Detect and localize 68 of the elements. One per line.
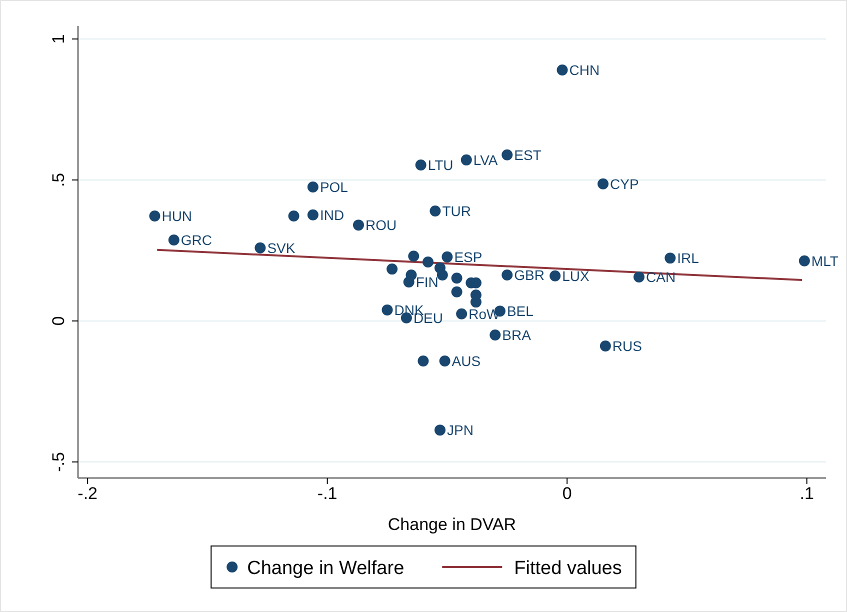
annotation: TUR [442,202,471,219]
point [408,250,420,262]
point [149,210,160,222]
point [168,234,180,246]
annotation: BEL [506,303,534,320]
annotation: HUN [162,208,192,224]
annotation: CYP [610,176,639,192]
annotation: AUS [452,352,481,369]
point [600,340,611,352]
point [307,209,318,220]
point [403,276,414,288]
annotation: LTU [428,157,454,174]
point [436,269,448,280]
point [502,269,513,280]
point [556,64,568,76]
y-tick-label: .5 [49,172,68,188]
point [422,256,434,268]
annotation: JPN [447,422,474,438]
annotation: GRC [180,232,212,248]
x-tick-label: -.1 [317,484,338,504]
annotation: RUS [612,338,642,354]
point [353,220,364,231]
annotation: POL [320,179,348,196]
annotation: IND [320,206,344,223]
point [430,205,441,216]
point [254,242,266,254]
point [470,296,482,308]
annotation: FIN [416,274,438,290]
point [456,308,468,320]
point [434,424,446,436]
annotation: IRL [677,250,700,266]
y-tick-label: 0 [49,316,68,326]
point [550,270,561,282]
x-axis-title: Change in DVAR [388,515,516,534]
annotation: SVK [267,240,296,256]
point [418,355,429,366]
annotation: LUX [562,268,590,284]
annotation: ROU [366,217,397,234]
point [598,178,609,190]
point [442,251,453,262]
point [451,272,462,284]
point [460,154,472,166]
point [288,210,300,222]
annotation: EST [514,146,542,163]
annotation: LVA [473,152,498,168]
point [382,304,393,316]
x-tick-label: .1 [800,484,814,504]
y-tick-label: 1 [49,34,68,44]
point [415,160,426,170]
annotation: CHN [569,62,600,78]
point [451,286,462,298]
legend-label: Fitted values [514,558,622,579]
annotation: MLT [811,252,839,269]
point [490,330,501,341]
point [664,252,676,264]
x-tick-label: 0 [562,484,572,504]
point [386,264,398,275]
x-tick-label: -.2 [78,484,98,504]
point [798,255,810,266]
annotation: GBR [514,266,544,283]
point [634,271,644,282]
y-tick-label: -.5 [49,452,68,472]
annotation: ESP [454,248,482,265]
legend-label: Change in Welfare [247,558,404,579]
point [439,355,450,366]
point [307,182,318,192]
annotation: BRA [502,327,532,344]
point [502,149,513,160]
